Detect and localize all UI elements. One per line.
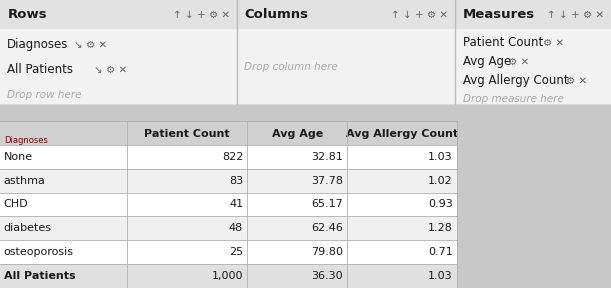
- Text: 62.46: 62.46: [311, 223, 343, 233]
- Text: osteoporosis: osteoporosis: [4, 247, 74, 257]
- Text: All Patients: All Patients: [7, 63, 73, 76]
- Text: ⚙ ✕: ⚙ ✕: [566, 75, 587, 86]
- Bar: [0, 145, 457, 169]
- Text: asthma: asthma: [4, 176, 46, 186]
- Text: 48: 48: [229, 223, 243, 233]
- Text: Rows: Rows: [7, 8, 47, 21]
- Text: Patient Count: Patient Count: [144, 129, 230, 139]
- Bar: [0, 121, 457, 145]
- Text: 0.71: 0.71: [428, 247, 453, 257]
- Text: Avg Age: Avg Age: [272, 129, 323, 139]
- Text: Measures: Measures: [463, 8, 535, 21]
- Text: None: None: [4, 152, 33, 162]
- Bar: [0, 193, 457, 216]
- Text: ↘ ⚙ ✕: ↘ ⚙ ✕: [94, 65, 127, 75]
- Text: Avg Age: Avg Age: [463, 55, 511, 68]
- Bar: [0, 240, 457, 264]
- Text: ⚙ ✕: ⚙ ✕: [508, 57, 529, 67]
- Bar: [455, 29, 611, 105]
- Text: Columns: Columns: [244, 8, 309, 21]
- Bar: [0, 264, 457, 288]
- Text: Drop row here: Drop row here: [7, 90, 82, 100]
- Text: 0.93: 0.93: [428, 200, 453, 209]
- Text: 83: 83: [229, 176, 243, 186]
- Text: 37.78: 37.78: [311, 176, 343, 186]
- Text: 1.02: 1.02: [428, 176, 453, 186]
- Text: 1.03: 1.03: [428, 152, 453, 162]
- Bar: [237, 0, 455, 29]
- Text: Patient Count: Patient Count: [463, 36, 543, 49]
- Text: 1.28: 1.28: [428, 223, 453, 233]
- Text: 65.17: 65.17: [311, 200, 343, 209]
- Text: ↑ ↓ + ⚙ ✕: ↑ ↓ + ⚙ ✕: [547, 10, 604, 20]
- Text: ↘ ⚙ ✕: ↘ ⚙ ✕: [74, 39, 107, 50]
- Text: 25: 25: [229, 247, 243, 257]
- Text: Drop column here: Drop column here: [244, 62, 338, 72]
- Text: CHD: CHD: [4, 200, 28, 209]
- Text: diabetes: diabetes: [4, 223, 52, 233]
- Text: Diagnoses: Diagnoses: [7, 38, 68, 51]
- Text: 79.80: 79.80: [311, 247, 343, 257]
- Text: Avg Allergy Count: Avg Allergy Count: [346, 129, 458, 139]
- Text: 822: 822: [222, 152, 243, 162]
- Bar: [455, 0, 611, 29]
- Text: 32.81: 32.81: [311, 152, 343, 162]
- Text: ↑ ↓ + ⚙ ✕: ↑ ↓ + ⚙ ✕: [173, 10, 230, 20]
- Text: All Patients: All Patients: [4, 271, 75, 281]
- Text: 1.03: 1.03: [428, 271, 453, 281]
- Text: 1,000: 1,000: [211, 271, 243, 281]
- Text: Diagnoses: Diagnoses: [4, 136, 48, 145]
- Bar: [457, 121, 611, 288]
- Bar: [237, 29, 455, 105]
- Bar: [0, 169, 457, 193]
- Bar: [0, 29, 237, 105]
- Text: Avg Allergy Count: Avg Allergy Count: [463, 74, 568, 87]
- Bar: [0, 216, 457, 240]
- Text: 36.30: 36.30: [311, 271, 343, 281]
- Text: 41: 41: [229, 200, 243, 209]
- Bar: [0, 0, 237, 29]
- Text: Drop measure here: Drop measure here: [463, 94, 563, 105]
- Text: ⚙ ✕: ⚙ ✕: [543, 38, 564, 48]
- Text: ↑ ↓ + ⚙ ✕: ↑ ↓ + ⚙ ✕: [391, 10, 448, 20]
